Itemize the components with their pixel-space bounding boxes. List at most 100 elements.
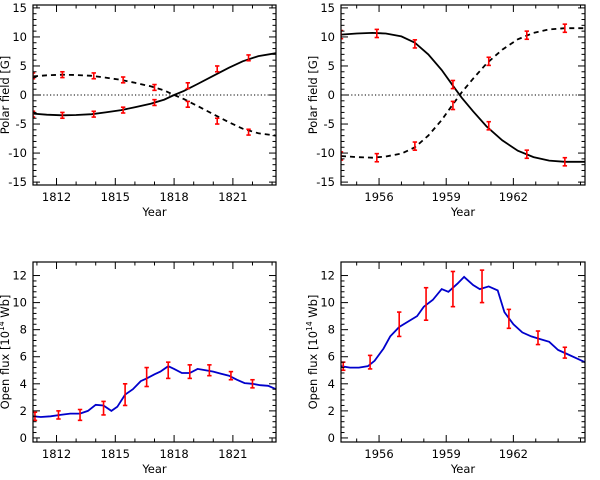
series-line-open-flux <box>33 365 276 418</box>
x-tick-label: 1818 <box>159 447 188 461</box>
chart-panel-flux-1810: 1812 1815 1818 1821 0 2 4 6 8 10 12 Year Open flux [… <box>0 261 277 476</box>
error-bar <box>166 361 171 380</box>
x-tick-label: 1962 <box>499 447 528 461</box>
error-bar <box>101 400 106 416</box>
x-axis-label: Year <box>141 205 167 219</box>
x-tick-label: 1815 <box>101 447 130 461</box>
error-bar <box>246 54 251 62</box>
y-tick-label: 0 <box>20 88 27 102</box>
y-tick-label: 0 <box>328 431 335 445</box>
error-bar <box>56 410 61 420</box>
error-bar <box>215 65 220 73</box>
plot-area <box>33 52 276 137</box>
x-tick-label: 1956 <box>364 190 393 204</box>
error-bar <box>397 311 402 338</box>
x-axis-label: Year <box>450 205 476 219</box>
error-bar <box>423 286 429 321</box>
error-bar <box>535 330 541 346</box>
error-bar <box>33 72 36 80</box>
x-tick-label: 1812 <box>42 447 71 461</box>
error-bar <box>250 378 255 389</box>
axis-frame <box>340 261 586 443</box>
series-line-north <box>33 52 276 117</box>
error-bar <box>341 29 344 40</box>
error-bar <box>367 354 373 370</box>
y-axis-label: Polar field [G] <box>306 56 320 135</box>
y-tick-label: 8 <box>328 323 335 337</box>
chart-panel-polar-1950: 1956 1959 1962 -15 -10 -5 0 5 10 15 Year Polar fiel… <box>306 1 586 219</box>
error-bar <box>215 117 220 125</box>
y-tick-label: -15 <box>8 175 27 189</box>
error-bar <box>91 72 96 80</box>
y-tick-label: 15 <box>320 1 335 15</box>
y-axis-label-exponent: 14 <box>305 321 314 331</box>
series-line-open-flux <box>341 275 585 369</box>
error-bar <box>152 98 157 107</box>
error-bar <box>187 364 192 380</box>
error-bar <box>77 408 83 422</box>
y-tick-label: -15 <box>316 175 335 189</box>
y-tick-label: 4 <box>328 377 335 391</box>
y-tick-label: 10 <box>320 296 335 310</box>
y-tick-label: 6 <box>328 350 335 364</box>
error-bar <box>562 346 568 359</box>
error-bar <box>341 151 344 161</box>
error-bar <box>562 23 568 34</box>
y-tick-label: 12 <box>12 269 27 283</box>
chart-panel-flux-1950: 1956 1959 1962 0 2 4 6 8 10 12 Year Open flux [1014… <box>305 261 586 476</box>
series-line-south <box>33 73 276 137</box>
y-tick-label: 6 <box>20 350 27 364</box>
error-bar <box>412 141 418 151</box>
y-tick-label: -5 <box>16 117 27 131</box>
error-bar <box>60 111 65 120</box>
axis-frame <box>32 261 277 443</box>
y-tick-label: 0 <box>20 431 27 445</box>
y-axis-label-unit: Wb] <box>0 295 12 322</box>
x-tick-label: 1821 <box>218 190 247 204</box>
error-bar <box>524 30 529 41</box>
x-tick-label: 1962 <box>499 190 528 204</box>
y-axis-label: Open flux [1014 Wb] <box>305 295 320 410</box>
error-bar <box>450 100 456 111</box>
error-bar <box>60 70 65 79</box>
x-axis-label: Year <box>141 462 167 476</box>
y-tick-label: 5 <box>20 59 27 73</box>
error-bar <box>120 76 126 84</box>
error-bar <box>486 56 491 67</box>
error-bar <box>91 110 96 118</box>
y-tick-label: 12 <box>320 269 335 283</box>
x-tick-label: 1959 <box>432 190 461 204</box>
y-tick-label: -10 <box>316 146 335 160</box>
y-axis-label-main: Open flux [10 <box>0 331 12 409</box>
x-tick-label: 1821 <box>218 447 247 461</box>
y-tick-label: -10 <box>8 146 27 160</box>
plot-area <box>33 361 276 422</box>
error-bar <box>374 28 380 39</box>
chart-panel-polar-1810: 1812 1815 1818 1821 -15 -10 -5 0 5 10 15 Year Polar … <box>0 1 277 219</box>
error-bar <box>33 110 36 118</box>
x-tick-label: 1812 <box>42 190 71 204</box>
error-bar <box>185 82 191 90</box>
y-tick-label: 8 <box>20 323 27 337</box>
error-bar <box>412 39 418 49</box>
y-axis-label-unit: Wb] <box>306 295 320 322</box>
error-bar <box>562 156 568 167</box>
y-axis-label-exponent: 14 <box>0 321 6 331</box>
y-tick-label: 2 <box>20 404 27 418</box>
y-tick-label: 5 <box>328 59 335 73</box>
y-tick-label: 4 <box>20 377 27 391</box>
y-axis-label: Open flux [1014 Wb] <box>0 295 12 410</box>
error-bar <box>246 128 251 136</box>
y-tick-label: -5 <box>324 117 335 131</box>
error-bar <box>524 149 529 160</box>
series-line-north <box>341 31 585 163</box>
axis-frame <box>32 4 277 186</box>
series-line-south <box>341 27 585 159</box>
y-tick-label: 10 <box>12 296 27 310</box>
x-tick-label: 1956 <box>364 447 393 461</box>
plot-area <box>341 269 585 372</box>
plot-area <box>341 23 585 167</box>
x-tick-label: 1959 <box>432 447 461 461</box>
error-bar <box>374 152 380 163</box>
